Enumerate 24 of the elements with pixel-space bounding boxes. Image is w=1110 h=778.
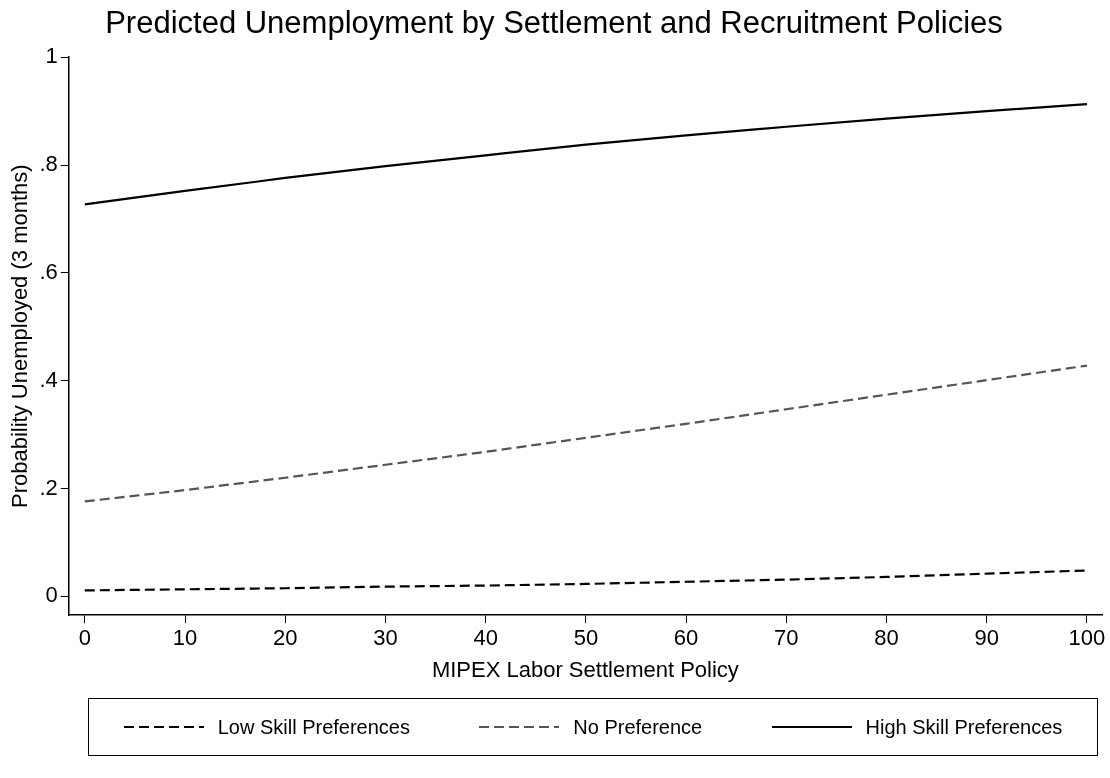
y-tick-label: .8 (39, 151, 58, 177)
x-tick-label: 80 (874, 625, 899, 651)
y-axis-title: Probability Unemployed (3 months) (7, 164, 33, 508)
y-tick-label: .4 (39, 366, 58, 392)
y-tick-label: .2 (39, 474, 58, 500)
y-tick-label: 0 (45, 582, 58, 608)
x-tick-label: 100 (1068, 625, 1106, 651)
y-tick-label: .6 (39, 258, 58, 284)
x-tick-label: 90 (974, 625, 999, 651)
line-series (83, 364, 1089, 503)
x-tick-label: 60 (673, 625, 699, 651)
x-tick-label: 50 (573, 625, 599, 651)
x-tick-label: 70 (774, 625, 799, 651)
legend-label: Low Skill Preferences (217, 715, 410, 739)
y-tick-label: 1 (45, 43, 58, 69)
legend-label: No Preference (573, 715, 703, 739)
x-tick-label: 20 (272, 625, 298, 651)
x-tick-label: 10 (172, 625, 198, 651)
x-axis-title: MIPEX Labor Settlement Policy (431, 656, 739, 682)
x-tick-label: 40 (473, 625, 498, 651)
x-tick-label: 30 (373, 625, 398, 651)
legend-label: High Skill Preferences (865, 715, 1063, 739)
chart-title: Predicted Unemployment by Settlement and Recruitment Policies (105, 5, 1003, 41)
x-tick-label: 0 (78, 625, 91, 651)
